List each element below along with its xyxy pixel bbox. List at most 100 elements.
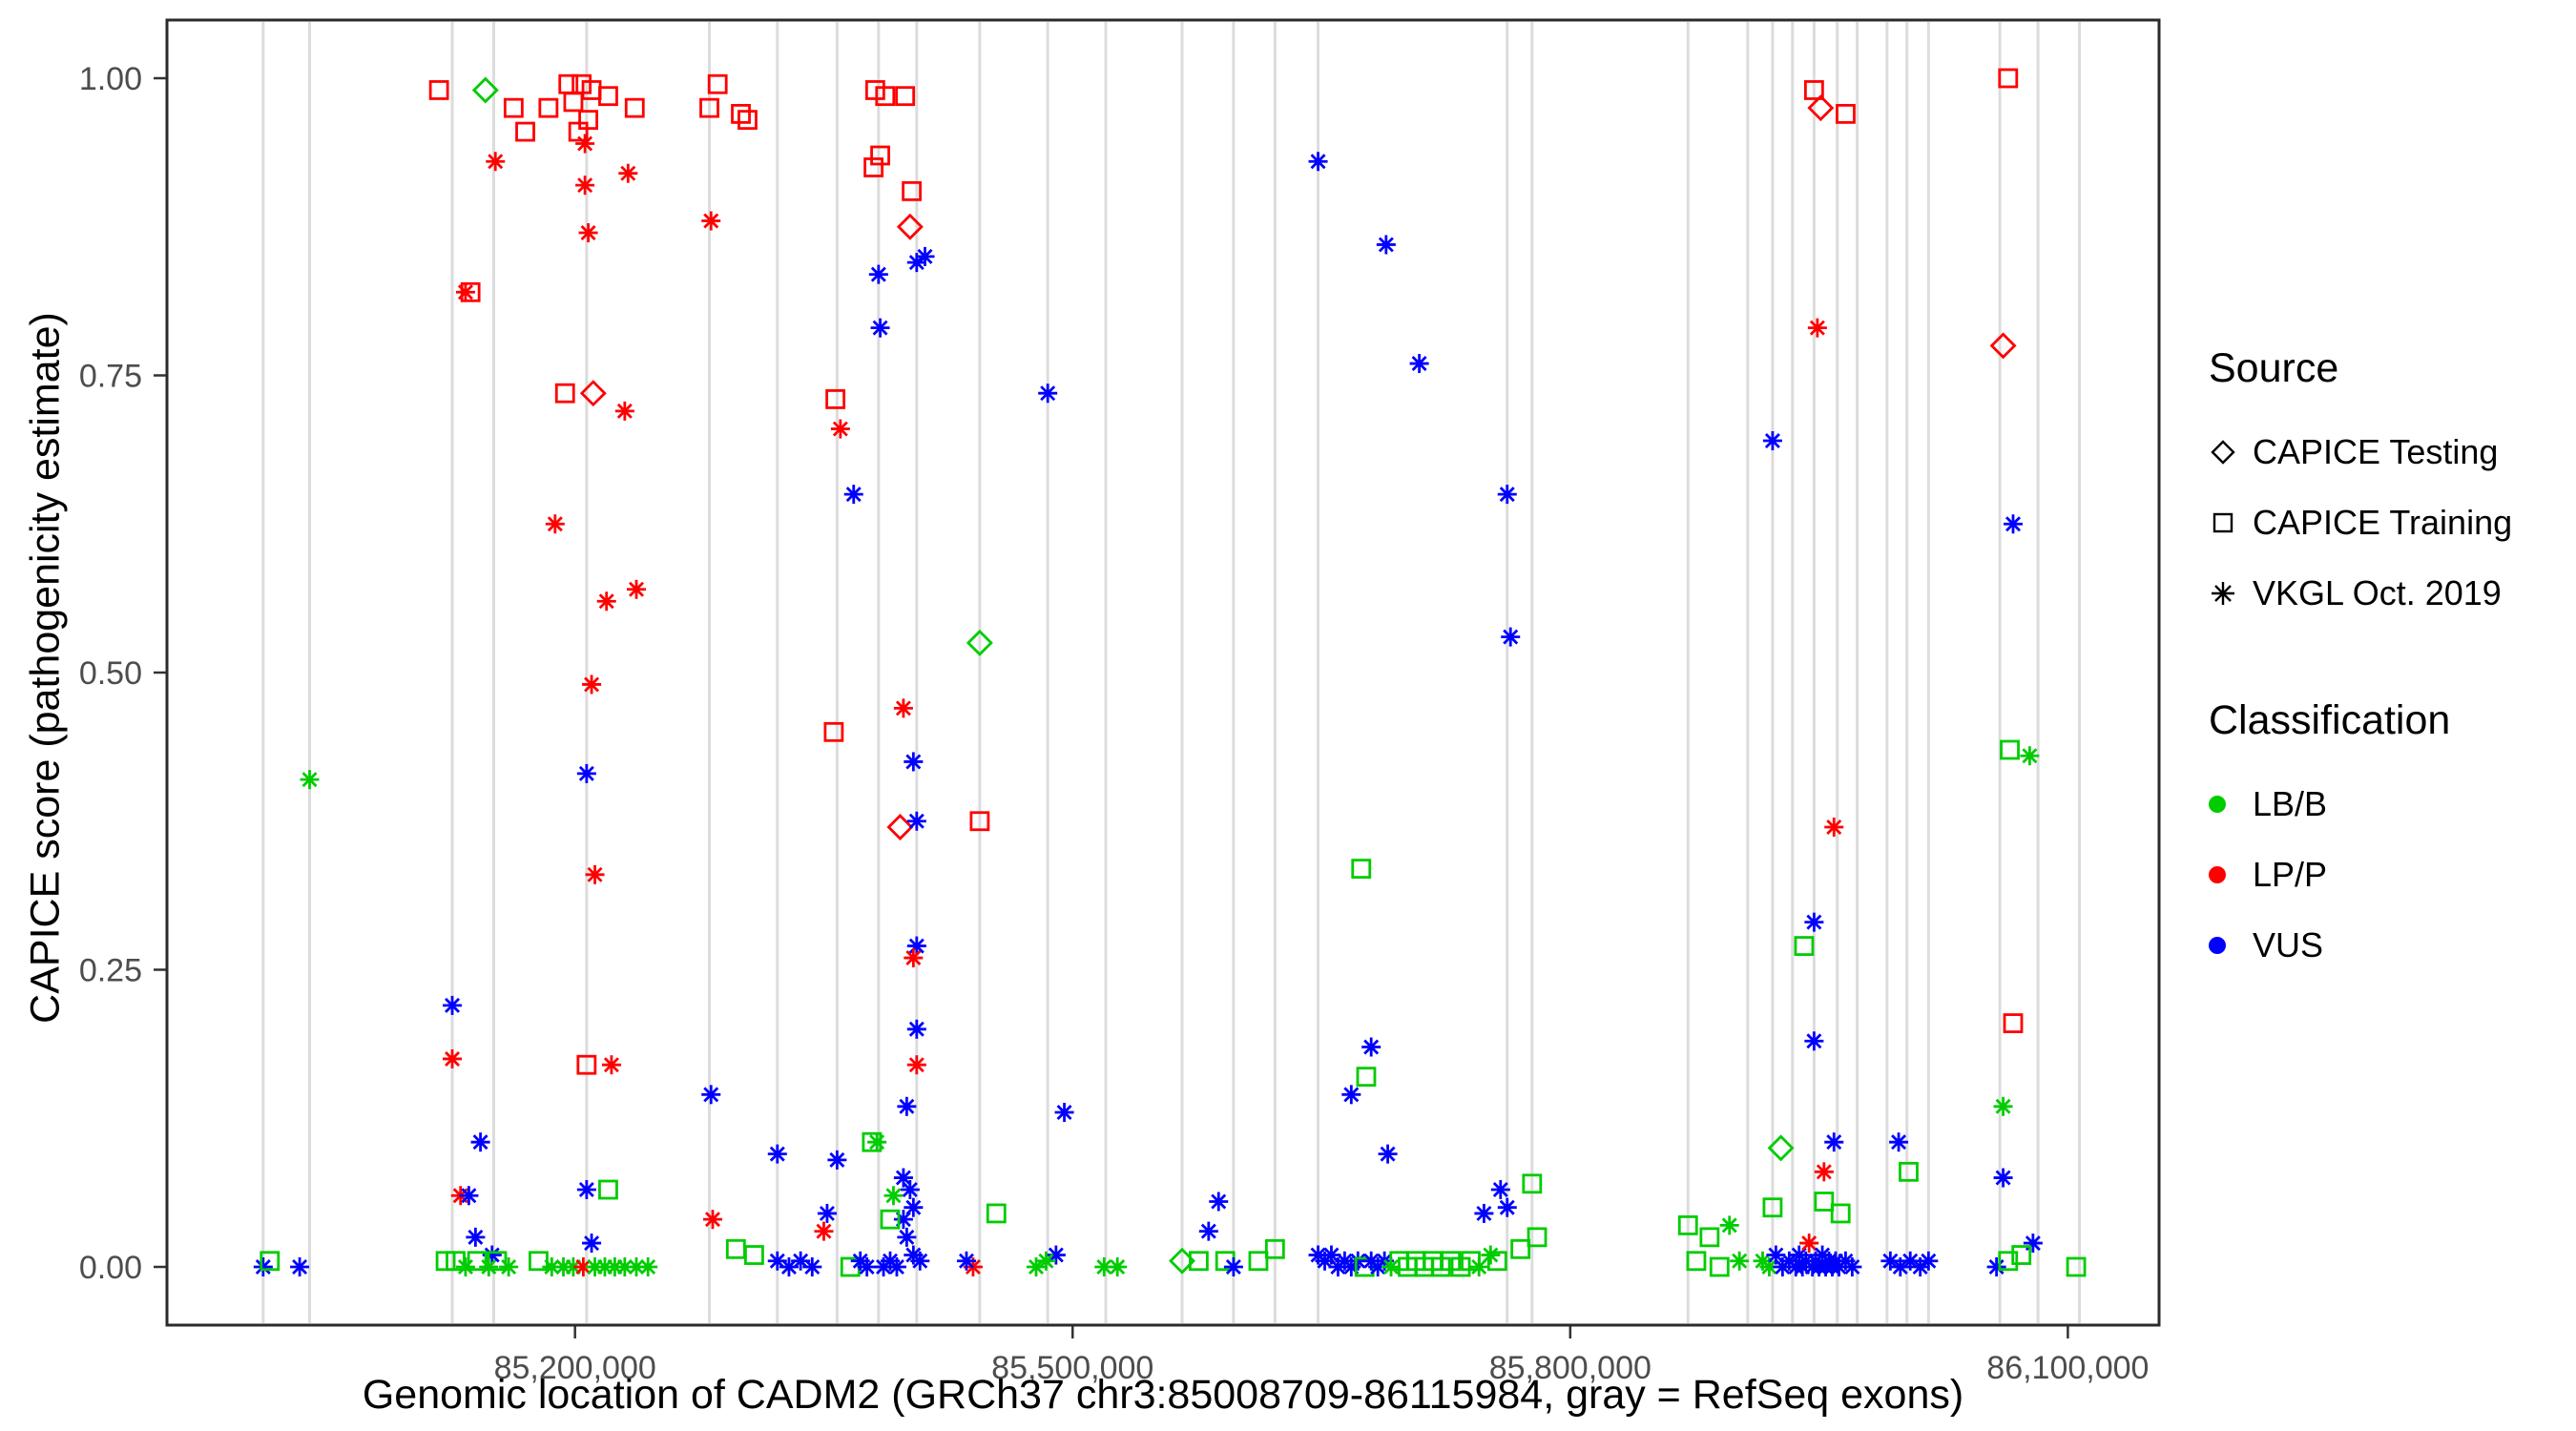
data-point-asterisk [1209,1192,1229,1212]
data-point-square [1510,1238,1531,1259]
legend-label: VKGL Oct. 2019 [2253,573,2502,612]
data-point-square [969,811,990,832]
data-point-square [598,86,618,107]
data-point-asterisk [904,752,924,772]
data-point-asterisk [906,811,926,831]
legend-label: LB/B [2253,784,2328,823]
data-point-square [707,73,728,94]
data-point-square [2000,739,2020,760]
data-point-square [435,1251,456,1272]
data-point-square [624,97,645,118]
data-point-square [699,97,719,118]
data-point-asterisk [486,152,506,172]
data-point-square [1430,1256,1451,1277]
data-point-asterisk [1919,1251,1939,1271]
data-point-diamond [471,76,499,104]
data-point-square [1686,1251,1707,1272]
data-point-square [503,97,524,118]
data-point-asterisk [578,222,598,242]
data-point-asterisk [300,770,320,790]
data-point-asterisk [1223,1257,1243,1276]
data-point-asterisk [443,995,463,1015]
data-point-asterisk [1361,1037,1381,1057]
data-point-asterisk [1341,1085,1361,1105]
data-point-square [1998,68,2019,89]
data-point-asterisk [455,1257,475,1276]
data-point-asterisk [575,176,595,196]
data-point-square [880,1209,901,1230]
data-point-asterisk [802,1257,822,1276]
legend-item-lbb: LB/B [2209,769,2512,840]
data-point-asterisk [1376,235,1396,255]
data-point-square [2011,1245,2032,1265]
data-point-asterisk [253,1257,273,1276]
data-point-asterisk [893,1210,913,1230]
data-point-asterisk [499,1257,519,1276]
legend-label: CAPICE Testing [2253,432,2499,471]
data-point-asterisk [1910,1257,1930,1276]
data-point-square [538,97,559,118]
data-point-square [578,110,598,131]
data-point-asterisk [1730,1251,1750,1271]
data-point-square [2066,1256,2087,1277]
data-point-asterisk [906,1019,926,1039]
data-point-square [1803,80,1824,100]
data-point-square [902,180,923,201]
data-point-asterisk [585,864,605,884]
data-point-asterisk [827,1150,847,1170]
data-point-square [1264,1238,1285,1259]
data-point-asterisk [883,1186,904,1206]
y-axis-title: CAPICE score (pathogenicity estimate) [22,312,69,1024]
data-point-asterisk [870,318,890,338]
data-point-asterisk [1409,354,1429,374]
data-point-square [2003,1013,2024,1033]
data-point-square [875,86,896,107]
data-point-diamond [1767,1134,1795,1162]
data-point-asterisk [1046,1245,1066,1265]
data-point-square [1527,1227,1548,1248]
data-point-asterisk [1814,1162,1834,1182]
data-point-asterisk [1824,1132,1844,1152]
data-point-asterisk [906,1055,926,1075]
data-point-diamond [1989,332,2017,360]
data-point-asterisk [868,264,888,284]
data-point-asterisk [1880,1251,1901,1271]
data-point-square [515,121,535,142]
data-point-asterisk [638,1257,658,1276]
data-point-asterisk [1719,1215,1739,1235]
data-point-asterisk [1094,1257,1114,1276]
data-point-asterisk [1038,384,1058,404]
data-point-square [1762,1197,1783,1218]
data-point-asterisk [455,282,475,302]
data-point-asterisk [1198,1221,1218,1241]
data-point-asterisk [817,1203,837,1223]
data-point-asterisk [904,948,924,968]
data-point-square [1836,103,1856,124]
data-point-square [1356,1067,1377,1088]
y-tick-label: 0.25 [79,953,142,989]
y-tick-label: 0.75 [79,359,142,395]
y-tick-label: 0.00 [79,1250,142,1286]
data-point-asterisk [1993,1096,2013,1116]
data-point-square [725,1238,746,1259]
data-point-asterisk [470,1132,490,1152]
data-point-square [260,1251,280,1272]
data-point-asterisk [1842,1257,1862,1276]
data-point-asterisk [1804,912,1824,932]
data-point-asterisk [1807,318,1827,338]
data-point-asterisk [466,1227,486,1247]
data-point-asterisk [545,514,565,534]
data-point-asterisk [1036,1251,1056,1271]
data-point-asterisk [596,591,616,612]
data-point-square [895,86,916,107]
data-point-asterisk [906,253,926,273]
data-point-square [1351,859,1372,879]
data-point-asterisk [1308,152,1328,172]
data-point-square [571,73,592,94]
data-point-square [1794,936,1815,956]
diamond-icon [2209,438,2253,467]
plot-panel-border [165,18,2161,1327]
data-point-square [598,1179,618,1200]
data-point-asterisk [1474,1203,1494,1223]
